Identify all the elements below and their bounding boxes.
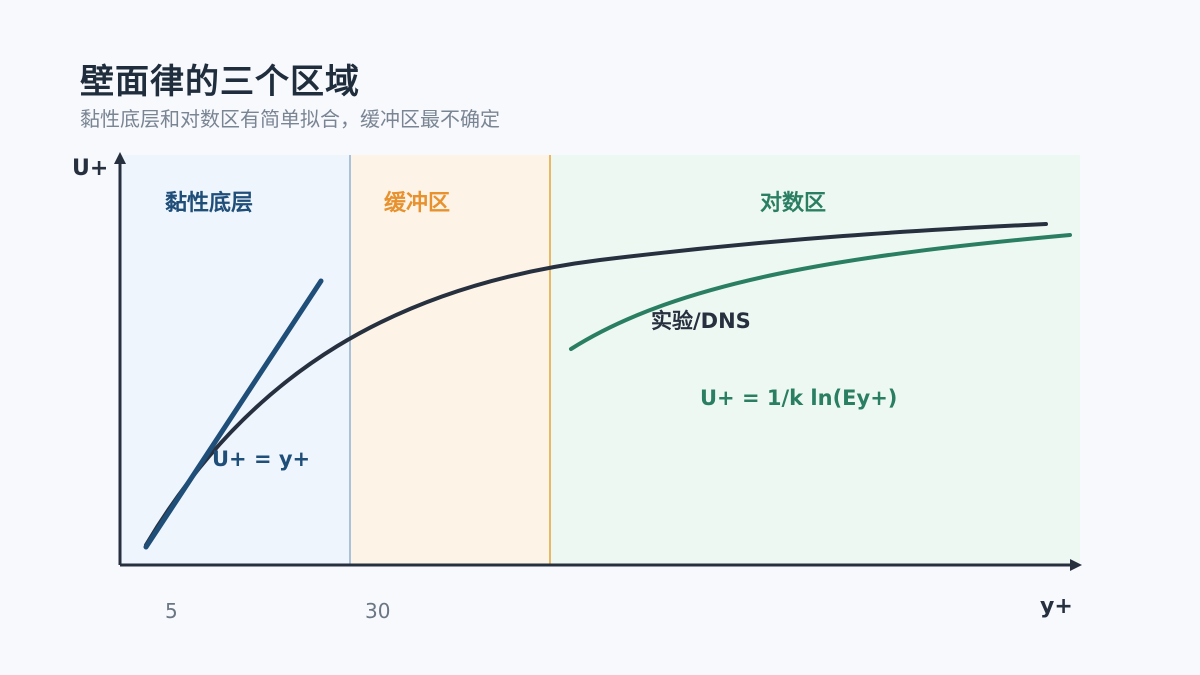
x-tick-label-5: 5 [165,599,178,623]
region-label-log: 对数区 [760,190,826,216]
x-axis-arrow [1070,559,1082,571]
buffer-region-bg [350,155,550,565]
series-line-experiment [144,222,1048,547]
series-line-log [569,233,1072,351]
y-axis-arrow [114,152,126,164]
x-tick-label-30: 30 [365,599,390,623]
page-subtitle: 黏性底层和对数区有简单拟合，缓冲区最不确定 [80,107,500,131]
series-label-experiment: 实验/DNS [651,309,751,333]
series-label-log: U+ = 1/k ln(Ey+) [700,386,897,410]
log-region-bg [550,155,1080,565]
y-axis-label: U+ [72,156,108,181]
x-axis-label: y+ [1040,594,1073,619]
region-label-buffer: 缓冲区 [384,190,450,216]
series-line-viscous [143,278,324,550]
series-label-viscous: U+ = y+ [212,447,310,471]
page-title: 壁面律的三个区域 [80,62,360,102]
viscous-region-bg [120,155,350,565]
region-label-viscous: 黏性底层 [165,190,253,216]
